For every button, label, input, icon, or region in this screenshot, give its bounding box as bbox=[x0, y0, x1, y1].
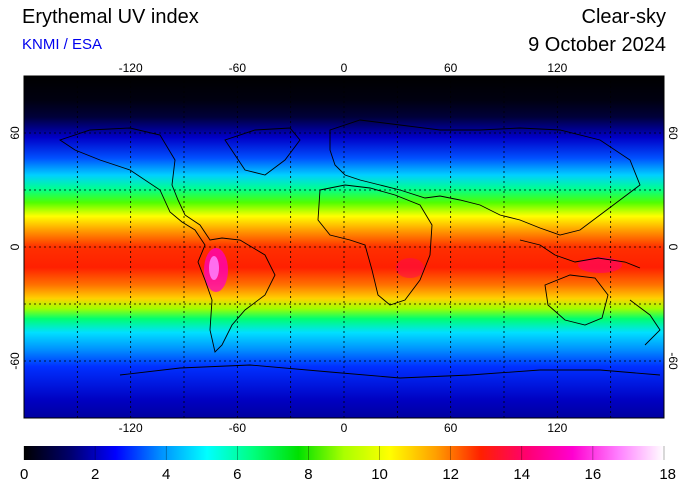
lat-tick-label-left: -60 bbox=[8, 352, 22, 370]
colorbar-tick-label: 14 bbox=[513, 466, 530, 483]
colorbar-tick-label: 12 bbox=[442, 466, 459, 483]
lon-labels-top: -120 -60 0 60 120 bbox=[119, 61, 568, 75]
lon-tick-label-top: 120 bbox=[547, 61, 567, 75]
colorbar-tick-label: 6 bbox=[233, 466, 241, 483]
lon-tick-label-top: 0 bbox=[341, 61, 348, 75]
lat-tick-label-left: 0 bbox=[8, 243, 22, 250]
map-frame bbox=[23, 75, 665, 419]
andes-peak-hotspot bbox=[209, 256, 219, 280]
lat-tick-label-right: 60 bbox=[666, 126, 680, 140]
lat-tick-label-left: 60 bbox=[8, 126, 22, 140]
lon-tick-label-bottom: 0 bbox=[341, 421, 348, 435]
lon-tick-label-top: -120 bbox=[119, 61, 143, 75]
colorbar-tick-label: 4 bbox=[162, 466, 170, 483]
colorbar-tick-label: 8 bbox=[304, 466, 312, 483]
colorbar-tick-label: 0 bbox=[20, 466, 28, 483]
lat-labels-left: 60 0 -60 bbox=[8, 126, 22, 370]
colorbar-tick-label: 10 bbox=[371, 466, 388, 483]
lon-tick-label-bottom: -60 bbox=[229, 421, 247, 435]
lat-tick-label-right: 0 bbox=[666, 244, 680, 251]
graticule bbox=[24, 76, 664, 418]
lon-labels-bottom: -120 -60 0 60 120 bbox=[119, 421, 568, 435]
africa-hotspot bbox=[396, 258, 424, 278]
colorbar-tick-label: 2 bbox=[91, 466, 99, 483]
credit-label: KNMI / ESA bbox=[22, 36, 103, 53]
colorbar-tick-label: 16 bbox=[585, 466, 602, 483]
map-title: Erythemal UV index bbox=[22, 6, 199, 28]
lon-tick-label-bottom: -120 bbox=[119, 421, 143, 435]
sky-condition-label: Clear-sky bbox=[581, 6, 666, 28]
coastlines bbox=[58, 119, 661, 379]
lon-tick-label-bottom: 120 bbox=[547, 421, 567, 435]
lat-tick-label-right: -60 bbox=[666, 352, 680, 370]
lon-tick-label-top: 60 bbox=[444, 61, 458, 75]
lat-labels-right: 60 0 -60 bbox=[666, 126, 680, 370]
lon-tick-label-top: -60 bbox=[229, 61, 247, 75]
new-guinea-hotspot bbox=[578, 257, 622, 273]
date-label: 9 October 2024 bbox=[528, 34, 666, 56]
colorbar-tick-label: 18 bbox=[659, 466, 676, 483]
lon-tick-label-bottom: 60 bbox=[444, 421, 458, 435]
colorbar bbox=[24, 446, 664, 460]
colorbar-ticks: 0 2 4 6 8 10 12 14 16 18 bbox=[20, 446, 676, 483]
